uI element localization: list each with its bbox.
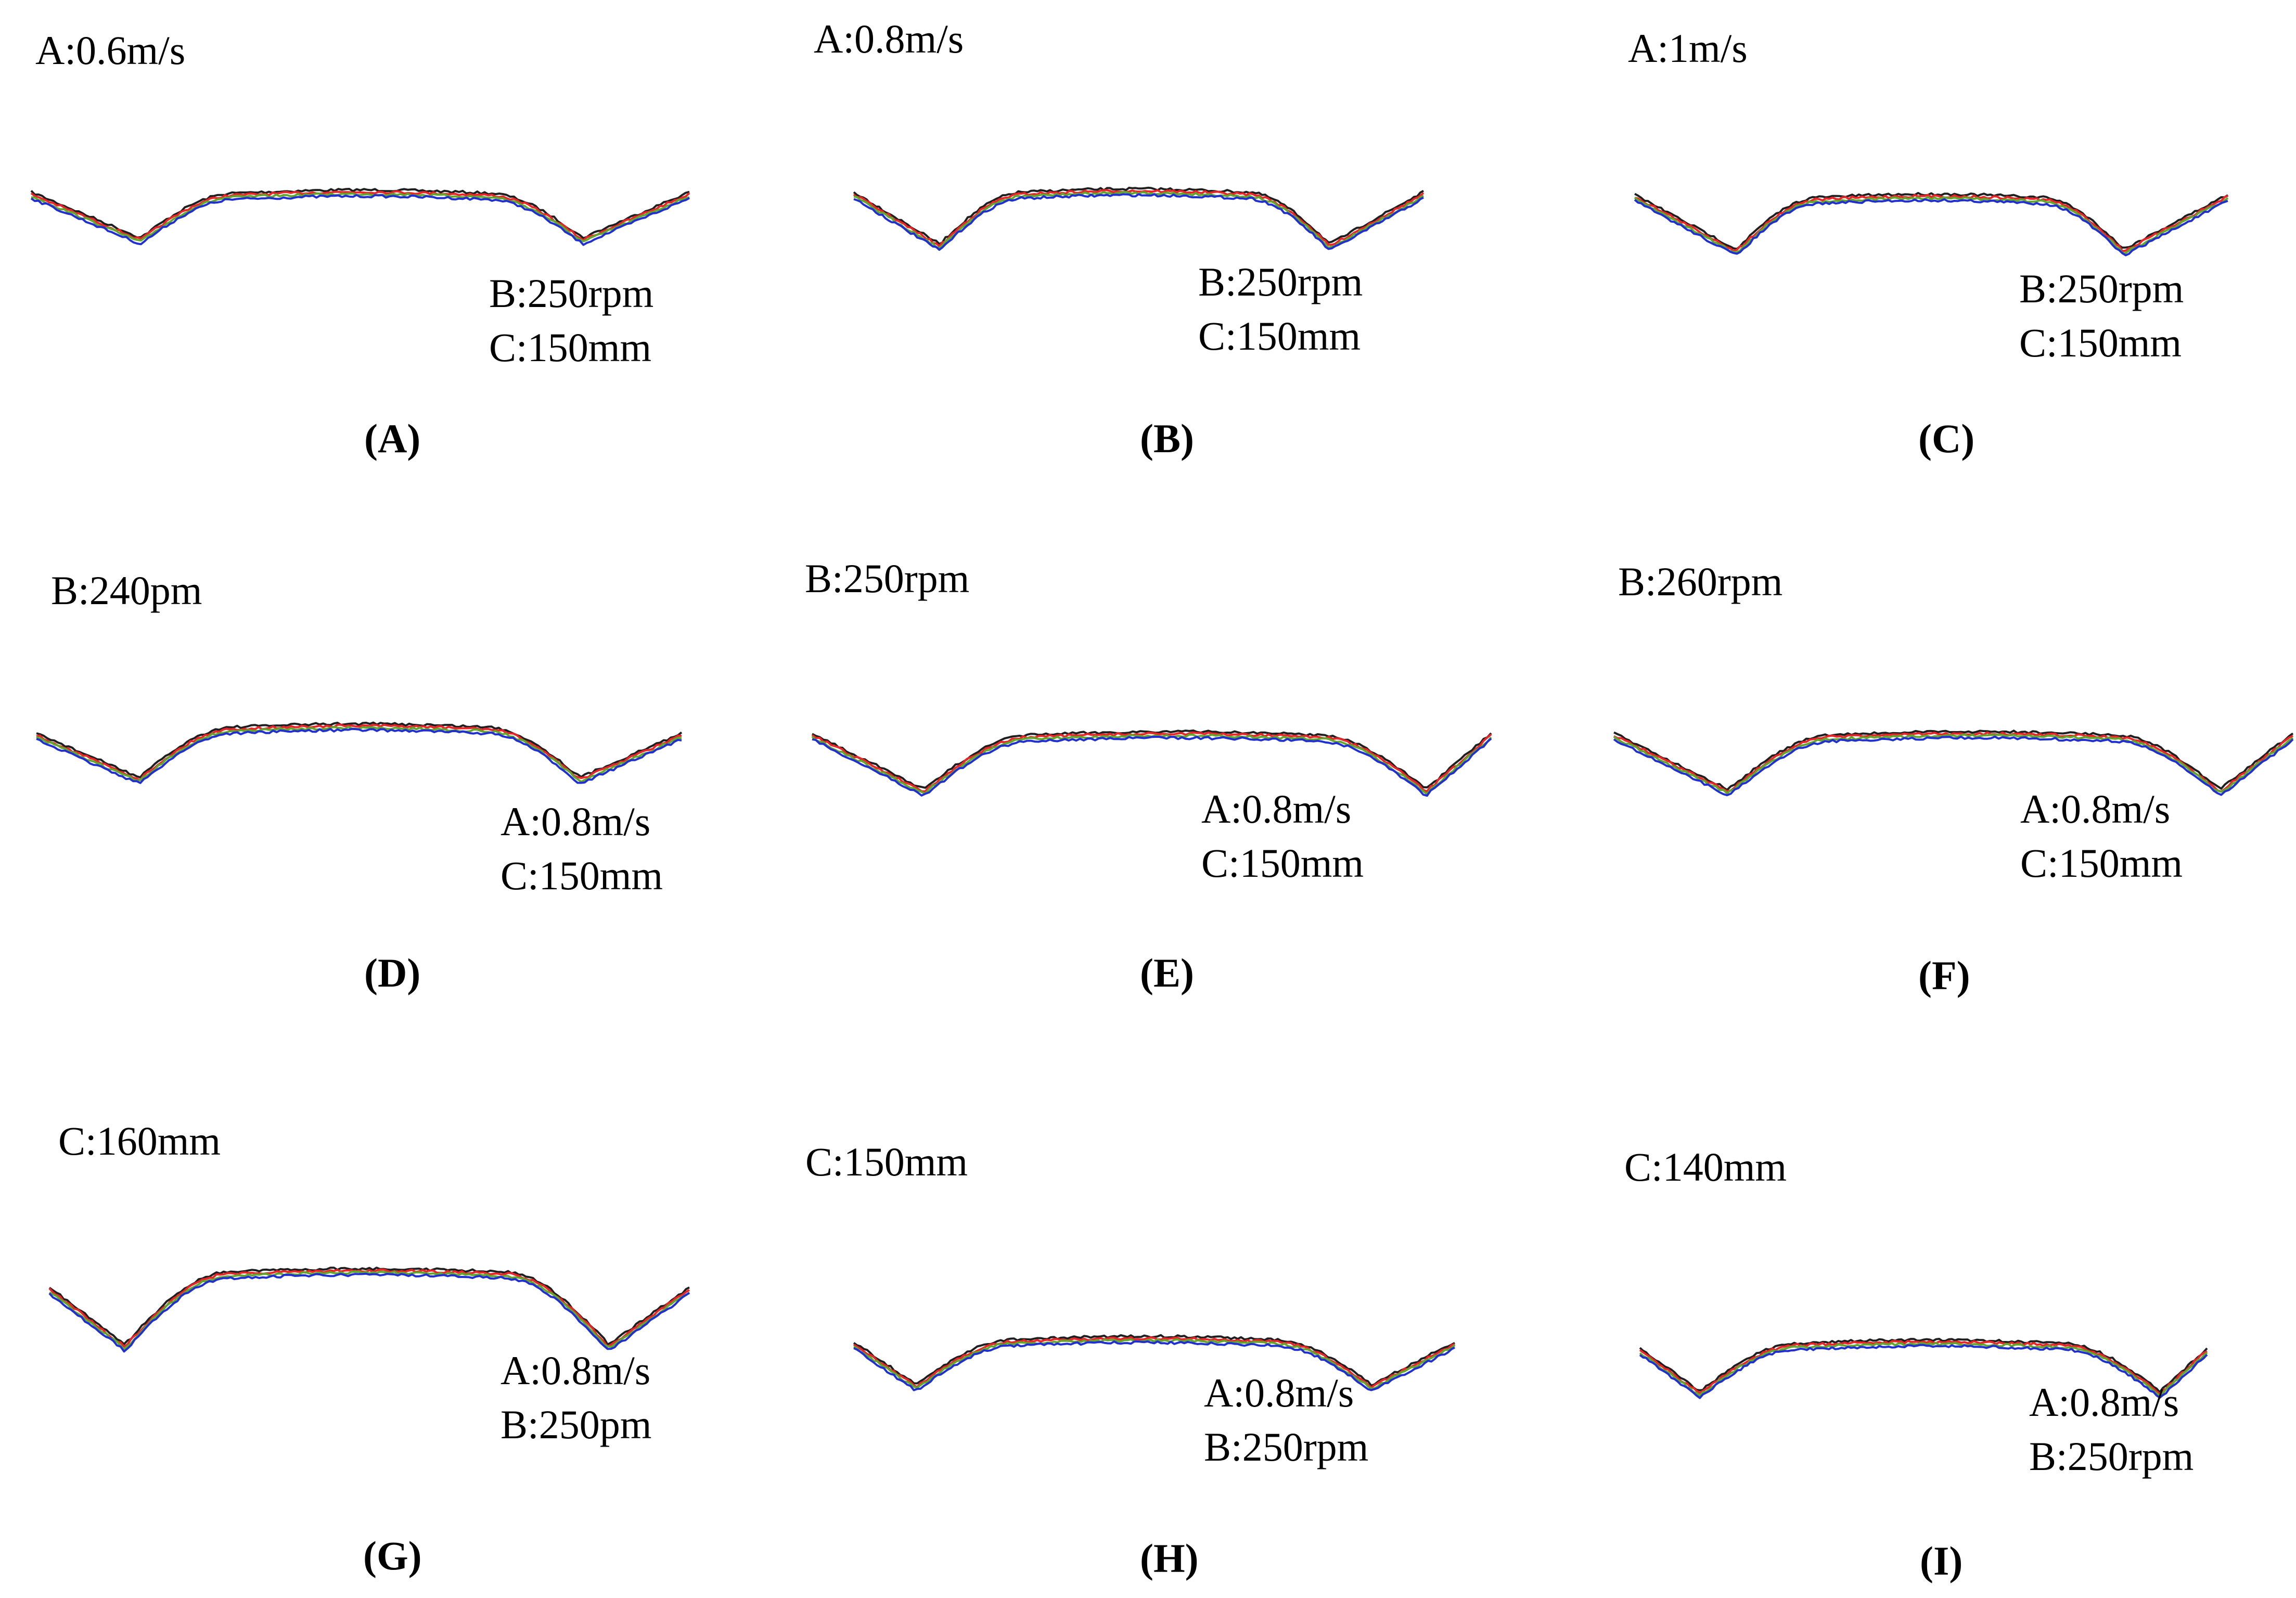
profile-plot <box>48 1267 690 1353</box>
panel-caption: (G) <box>363 1533 422 1578</box>
fixed-param-2: C:150mm <box>489 325 652 370</box>
profile-line-green <box>853 1338 1456 1390</box>
profile-line-green <box>49 1270 690 1350</box>
fixed-param-labels: A:0.8m/s B:250rpm <box>2029 1375 2194 1484</box>
fixed-param-2: C:150mm <box>2019 320 2182 365</box>
fixed-param-2: C:150mm <box>2020 840 2183 886</box>
fixed-param-1: A:0.8m/s <box>1201 786 1352 832</box>
fixed-param-labels: A:0.8m/s C:150mm <box>501 795 663 903</box>
profile-line-red <box>30 190 690 241</box>
profile-line-blue <box>30 194 690 246</box>
profile-line-black <box>36 721 683 778</box>
profile-line-blue <box>853 1340 1455 1391</box>
fixed-param-labels: B:250rpm C:150mm <box>1198 255 1363 363</box>
profile-plot <box>1639 1338 2208 1399</box>
fixed-param-labels: B:250rpm C:150mm <box>2019 262 2184 370</box>
profile-line-blue <box>48 1272 690 1353</box>
panel-d: B:240pm A:0.8m/s C:150mm (D) <box>0 533 765 1064</box>
profile-plot <box>36 721 683 784</box>
varied-param-label: A:1m/s <box>1628 25 1748 71</box>
profile-line-blue <box>853 193 1424 251</box>
profile-line-blue <box>1634 198 2228 257</box>
varied-param-label: A:0.6m/s <box>35 28 186 73</box>
profile-line-red <box>811 731 1492 792</box>
profile-line-blue <box>812 736 1492 797</box>
panel-caption: (I) <box>1920 1538 1963 1583</box>
profile-line-black <box>853 1334 1456 1387</box>
fixed-param-1: B:250rpm <box>2019 266 2184 311</box>
profile-line-green <box>1639 1341 2208 1397</box>
profile-plot <box>853 1334 1456 1391</box>
varied-param-label: B:260rpm <box>1618 559 1783 604</box>
panel-b: A:0.8m/s B:250rpm C:150mm (B) <box>765 0 1531 531</box>
profile-line-blue <box>1639 1344 2208 1399</box>
panel-caption: (E) <box>1140 950 1194 995</box>
fixed-param-1: B:250rpm <box>489 271 654 316</box>
panel-caption: (C) <box>1918 416 1975 461</box>
fixed-param-1: A:0.8m/s <box>2029 1379 2179 1425</box>
varied-param-label: A:0.8m/s <box>814 16 964 61</box>
varied-param-label: C:160mm <box>58 1118 221 1164</box>
profile-line-blue <box>36 727 682 784</box>
profile-line-black <box>853 186 1424 245</box>
fixed-param-labels: B:250rpm C:150mm <box>489 266 653 375</box>
panel-i: C:140mm A:0.8m/s B:250rpm (I) <box>1531 1067 2296 1597</box>
profile-line-red <box>36 723 682 781</box>
panel-caption: (B) <box>1140 416 1194 461</box>
profile-line-green <box>1613 733 2294 795</box>
panel-caption: (D) <box>364 950 421 995</box>
varied-param-label: C:140mm <box>1624 1144 1787 1190</box>
profile-line-black <box>1634 191 2229 250</box>
fixed-param-2: B:250rpm <box>2029 1434 2194 1479</box>
profile-plot <box>1634 191 2229 257</box>
profile-line-red <box>1613 731 2293 792</box>
profile-line-black <box>1639 1338 2208 1394</box>
panel-caption: (A) <box>364 416 421 461</box>
profile-plot <box>811 729 1492 797</box>
fixed-param-labels: A:0.8m/s C:150mm <box>2020 782 2183 890</box>
fixed-param-1: A:0.8m/s <box>2020 786 2171 832</box>
panel-g: C:160mm A:0.8m/s B:250pm (G) <box>0 1067 765 1597</box>
profile-line-black <box>812 729 1492 789</box>
fixed-param-1: A:0.8m/s <box>1204 1370 1354 1415</box>
fixed-param-2: C:150mm <box>501 853 663 898</box>
panel-caption: (H) <box>1140 1536 1199 1581</box>
panel-f: B:260rpm A:0.8m/s C:150mm (F) <box>1531 533 2296 1064</box>
profile-line-blue <box>1613 735 2294 797</box>
fixed-param-2: B:250rpm <box>1204 1424 1369 1469</box>
profile-line-green <box>31 192 690 242</box>
fixed-param-2: C:150mm <box>1198 313 1361 359</box>
profile-plot <box>30 188 690 246</box>
varied-param-label: B:240pm <box>51 568 202 613</box>
fixed-param-2: B:250pm <box>501 1402 652 1447</box>
profile-line-black <box>30 188 690 239</box>
varied-param-label: B:250rpm <box>805 556 970 601</box>
fixed-param-1: B:250rpm <box>1198 259 1363 304</box>
fixed-param-labels: A:0.8m/s B:250rpm <box>1204 1366 1368 1474</box>
panel-e: B:250rpm A:0.8m/s C:150mm (E) <box>765 533 1531 1064</box>
fixed-param-labels: A:0.8m/s C:150mm <box>1201 782 1364 890</box>
profile-line-black <box>1613 730 2294 791</box>
profile-plot <box>1613 730 2294 797</box>
panel-c: A:1m/s B:250rpm C:150mm (C) <box>1531 0 2296 531</box>
panel-a: A:0.6m/s B:250rpm C:150mm (A) <box>0 0 765 531</box>
fixed-param-labels: A:0.8m/s B:250pm <box>501 1344 651 1452</box>
fixed-param-2: C:150mm <box>1201 840 1364 886</box>
varied-param-label: C:150mm <box>805 1139 968 1184</box>
fixed-param-1: A:0.8m/s <box>501 1348 651 1393</box>
panel-caption: (F) <box>1918 953 1970 998</box>
panel-h: C:150mm A:0.8m/s B:250rpm (H) <box>765 1067 1531 1597</box>
fixed-param-1: A:0.8m/s <box>501 799 651 844</box>
profile-plot <box>853 186 1425 251</box>
